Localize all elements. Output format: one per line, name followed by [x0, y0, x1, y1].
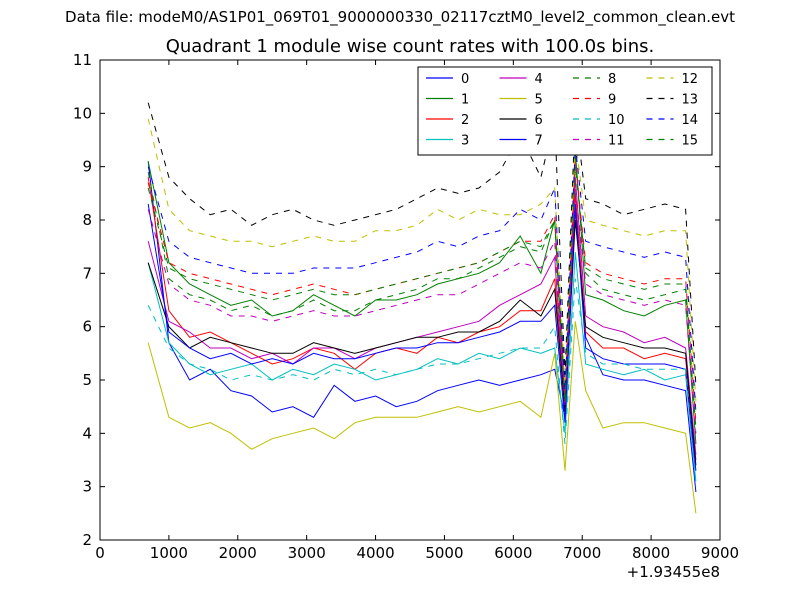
series-line-10 — [147, 278, 697, 487]
legend-label-7: 7 — [535, 134, 543, 149]
legend-box — [417, 66, 713, 156]
x-tick-label: 6000 — [494, 544, 532, 562]
legend-label-6: 6 — [535, 113, 543, 128]
series-line-12 — [147, 118, 697, 402]
y-tick-label: 5 — [82, 371, 92, 389]
x-tick-label: 3000 — [288, 544, 326, 562]
legend-label-11: 11 — [608, 134, 625, 149]
x-tick-label: 2000 — [219, 544, 257, 562]
y-tick-label: 9 — [82, 158, 92, 176]
x-tick-label: 0 — [95, 544, 105, 562]
series-line-15 — [147, 166, 697, 429]
y-tick-label: 11 — [73, 51, 92, 69]
legend-label-3: 3 — [461, 134, 469, 149]
x-axis: 0 1000 2000 3000 4000 5000 6000 7000 8000 9000 — [95, 60, 739, 562]
y-tick-label: 8 — [82, 211, 92, 229]
legend-label-13: 13 — [682, 93, 699, 108]
series-line-3 — [147, 251, 697, 482]
y-tick-label: 2 — [82, 531, 92, 549]
chart-title: Quadrant 1 module wise count rates with … — [165, 36, 655, 57]
series-lines — [147, 102, 697, 514]
legend-label-15: 15 — [682, 134, 699, 149]
legend-label-2: 2 — [461, 113, 469, 128]
x-tick-label: 1000 — [150, 544, 188, 562]
series-line-1 — [147, 150, 697, 445]
legend-label-4: 4 — [535, 72, 543, 87]
plot-frame — [99, 59, 721, 541]
series-line-6 — [147, 219, 697, 466]
x-tick-label: 4000 — [356, 544, 394, 562]
legend-label-8: 8 — [608, 72, 616, 87]
y-tick-label: 4 — [82, 424, 92, 442]
y-tick-label: 10 — [73, 104, 92, 122]
legend-label-9: 9 — [608, 93, 616, 108]
legend-label-1: 1 — [461, 93, 469, 108]
x-tick-label: 7000 — [563, 544, 601, 562]
legend-label-5: 5 — [535, 93, 543, 108]
series-line-8 — [147, 155, 697, 434]
series-line-0 — [147, 161, 697, 493]
series-line-13 — [147, 102, 697, 386]
legend-label-0: 0 — [461, 72, 469, 87]
suptitle: Data file: modeM0/AS1P01_069T01_90000003… — [65, 8, 735, 26]
legend-label-12: 12 — [682, 72, 699, 87]
series-line-4 — [147, 177, 697, 455]
legend-label-14: 14 — [682, 113, 699, 128]
series-line-5 — [147, 321, 697, 514]
legend-label-10: 10 — [608, 113, 625, 128]
x-tick-label: 9000 — [701, 544, 739, 562]
x-tick-label: 8000 — [632, 544, 670, 562]
x-offset-label: +1.93455e8 — [627, 563, 720, 581]
y-tick-label: 7 — [82, 264, 92, 282]
y-tick-label: 6 — [82, 318, 92, 336]
y-tick-label: 3 — [82, 478, 92, 496]
series-line-7 — [147, 203, 697, 471]
x-tick-label: 5000 — [425, 544, 463, 562]
series-line-2 — [147, 177, 697, 461]
series-line-11 — [147, 187, 697, 439]
